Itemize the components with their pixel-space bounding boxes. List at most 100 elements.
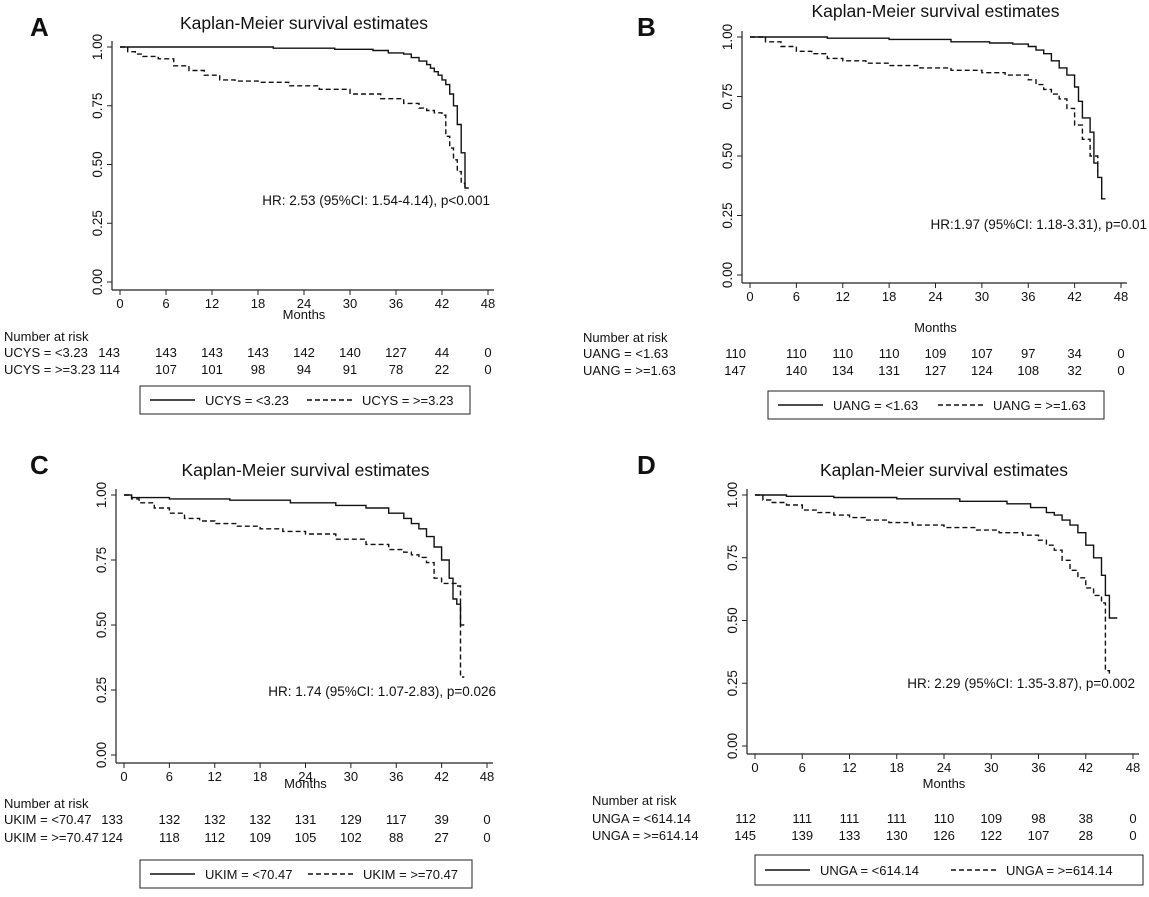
risk-count: 27 — [434, 830, 448, 845]
risk-count: 132 — [159, 812, 181, 827]
hazard-ratio-annotation: HR: 1.74 (95%CI: 1.07-2.83), p=0.026 — [268, 684, 496, 699]
hazard-ratio-annotation: HR: 2.29 (95%CI: 1.35-3.87), p=0.002 — [907, 676, 1135, 691]
legend-box — [139, 859, 473, 889]
risk-count: 28 — [1079, 828, 1093, 843]
km-curve-high-group — [120, 46, 466, 191]
x-tick-label: 12 — [205, 296, 219, 311]
risk-count: 143 — [201, 345, 223, 360]
risk-row-label: UANG = <1.63 — [583, 346, 668, 361]
risk-count: 0 — [1129, 828, 1136, 843]
risk-count: 139 — [791, 828, 813, 843]
y-tick-label: 1.00 — [725, 482, 740, 508]
legend-label-high-group: UCYS = >=3.23 — [362, 393, 453, 408]
risk-count: 145 — [734, 828, 756, 843]
x-tick-label: 24 — [297, 296, 311, 311]
risk-count: 140 — [786, 363, 808, 378]
risk-count: 132 — [249, 812, 271, 827]
risk-count: 122 — [980, 828, 1002, 843]
x-tick-label: 0 — [746, 289, 753, 304]
risk-count: 102 — [340, 830, 362, 845]
km-chart-d: Kaplan-Meier survival estimates 0.00 0.25 0… — [592, 460, 1144, 886]
y-tick-label: 0.50 — [725, 607, 740, 633]
risk-count: 126 — [933, 828, 955, 843]
x-tick-label: 42 — [1079, 760, 1093, 775]
legend-label-high-group: UNGA = >=614.14 — [1006, 863, 1113, 878]
risk-count: 107 — [1028, 828, 1050, 843]
x-tick-label: 0 — [120, 769, 127, 784]
y-tick-label: 0.25 — [94, 677, 109, 703]
hazard-ratio-annotation: HR: 2.53 (95%CI: 1.54-4.14), p<0.001 — [262, 193, 490, 208]
risk-count: 114 — [99, 362, 120, 377]
risk-table-heading: Number at risk — [4, 329, 89, 344]
x-tick-label: 48 — [480, 769, 494, 784]
x-tick-label: 0 — [751, 760, 758, 775]
risk-count: 91 — [343, 362, 357, 377]
risk-count: 111 — [887, 811, 907, 826]
risk-count: 0 — [1117, 346, 1124, 361]
x-tick-label: 48 — [1126, 760, 1140, 775]
x-tick-label: 6 — [166, 769, 173, 784]
risk-count: 143 — [247, 345, 269, 360]
risk-count: 118 — [159, 830, 180, 845]
risk-count: 0 — [484, 362, 491, 377]
y-tick-label: 1.00 — [720, 24, 735, 50]
y-tick-label: 0.50 — [720, 143, 735, 169]
risk-count: 98 — [1031, 811, 1045, 826]
x-tick-label: 42 — [434, 769, 448, 784]
y-tick-label: 0.00 — [725, 733, 740, 759]
hazard-ratio-annotation: HR:1.97 (95%CI: 1.18-3.31), p=0.01 — [930, 217, 1147, 232]
risk-count: 98 — [251, 362, 265, 377]
chart-title: Kaplan-Meier survival estimates — [820, 460, 1068, 480]
risk-row-label: UCYS = >=3.23 — [4, 362, 95, 377]
y-tick-label: 0.75 — [725, 545, 740, 571]
x-tick-label: 18 — [882, 289, 896, 304]
x-axis-label: Months — [914, 320, 957, 335]
y-tick-label: 0.25 — [725, 670, 740, 696]
risk-count: 22 — [435, 362, 449, 377]
x-tick-label: 18 — [253, 769, 267, 784]
y-tick-label: 0.50 — [94, 612, 109, 638]
km-chart-a: Kaplan-Meier survival estimates 0.00 0.25 0… — [4, 13, 495, 415]
x-tick-label: 18 — [251, 296, 265, 311]
y-tick-label: 0.75 — [720, 83, 735, 109]
km-panel-b: B Kaplan-Meier survival estimates 0.00 0.2… — [575, 0, 1149, 446]
risk-count: 32 — [1067, 363, 1081, 378]
risk-count: 107 — [971, 346, 993, 361]
risk-count: 39 — [434, 812, 448, 827]
risk-count: 0 — [483, 830, 490, 845]
y-tick-label: 0.25 — [90, 210, 105, 236]
risk-row-label: UANG = >=1.63 — [583, 363, 676, 378]
x-tick-label: 24 — [937, 760, 951, 775]
km-curve-high-group — [750, 36, 1099, 173]
risk-count: 34 — [1067, 346, 1081, 361]
risk-count: 88 — [389, 830, 403, 845]
km-curve-high-group — [124, 494, 465, 678]
risk-count: 112 — [204, 830, 225, 845]
legend-label-high-group: UKIM = >=70.47 — [363, 867, 458, 882]
x-tick-label: 12 — [842, 760, 856, 775]
panel-letter-d: D — [637, 450, 656, 480]
risk-count: 111 — [840, 811, 860, 826]
x-tick-label: 42 — [435, 296, 449, 311]
x-tick-label: 6 — [793, 289, 800, 304]
x-tick-label: 36 — [389, 769, 403, 784]
x-tick-label: 0 — [116, 296, 123, 311]
x-tick-label: 6 — [799, 760, 806, 775]
x-axis-label: Months — [283, 307, 326, 322]
risk-count: 142 — [293, 345, 315, 360]
risk-row-label: UKIM = >=70.47 — [4, 830, 99, 845]
risk-count: 105 — [295, 830, 317, 845]
risk-count: 110 — [934, 811, 955, 826]
km-chart-c: Kaplan-Meier survival estimates 0.00 0.25 0… — [4, 460, 496, 889]
risk-count: 127 — [385, 345, 407, 360]
risk-count: 143 — [155, 345, 177, 360]
risk-count: 108 — [1017, 363, 1039, 378]
risk-table-heading: Number at risk — [4, 796, 89, 811]
y-tick-label: 0.75 — [94, 547, 109, 573]
km-panel-d: D Kaplan-Meier survival estimates 0.00 0.2… — [575, 446, 1149, 892]
risk-table-heading: Number at risk — [592, 793, 677, 808]
y-tick-label: 0.50 — [90, 151, 105, 177]
risk-count: 109 — [980, 811, 1002, 826]
y-tick-label: 1.00 — [94, 482, 109, 508]
x-tick-label: 24 — [298, 769, 312, 784]
